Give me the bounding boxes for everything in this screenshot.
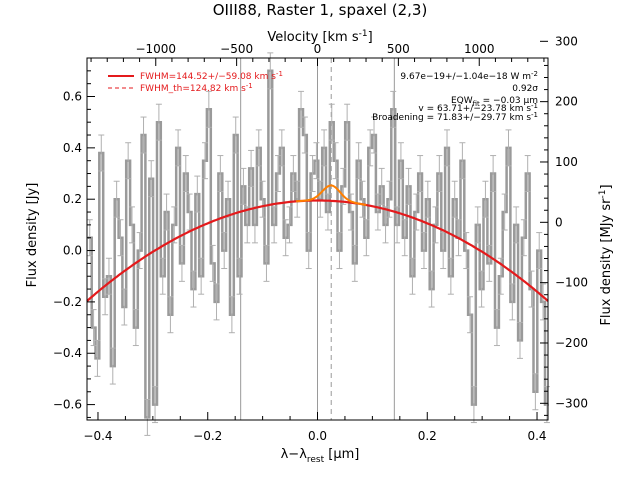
right-tick-label: 0: [555, 215, 563, 229]
top-tick-label: 500: [387, 42, 410, 56]
x-tick-label: −0.4: [83, 429, 112, 443]
legend: FWHM=144.52+/−59.08 km s-1 FWHM_th=124.8…: [108, 70, 283, 94]
top-tick-label: 0: [314, 42, 322, 56]
right-tick-label: −100: [555, 276, 588, 290]
y-tick-label: 0.0: [63, 244, 82, 258]
fit-curves: [86, 184, 549, 302]
annotation-line-flux: 9.67e−19+/−1.04e−18 W m-2: [400, 70, 538, 82]
y-axis-label: Flux density [Jy]: [25, 183, 40, 288]
right-axis-label: Flux density [MJy sr-1]: [598, 184, 614, 325]
axes: −0.4 −0.2 0.0 0.2 0.4 −0.6 −0.4 −0.2 0.0 0.2 0.4 0.…: [53, 34, 588, 443]
legend-entry-fwhm: FWHM=144.52+/−59.08 km s-1: [140, 70, 283, 82]
top-tick-label: −1000: [135, 42, 176, 56]
legend-entry-fwhm-th: FWHM_th=124.82 km s-1: [140, 82, 253, 94]
baseline-fit-curve: [86, 199, 549, 302]
right-tick-label: −200: [555, 336, 588, 350]
chart-title: OIII88, Raster 1, spaxel (2,3): [213, 1, 428, 19]
x-tick-label: 0.4: [527, 429, 546, 443]
y-tick-label: 0.6: [63, 90, 82, 104]
annotation-eqw: EQWfit = −0.03 μm: [451, 96, 538, 108]
y-tick-label: 0.4: [63, 141, 82, 155]
right-tick-label: 300: [555, 34, 578, 48]
right-tick-label: −300: [555, 396, 588, 410]
right-tick-label: 100: [555, 155, 578, 169]
x-tick-label: −0.2: [193, 429, 222, 443]
line-fit-curve: [295, 184, 367, 206]
top-axis-label: Velocity [km s-1]: [267, 29, 372, 45]
x-tick-label: 0.0: [308, 429, 327, 443]
annotation-broadening: Broadening = 71.83+/−29.77 km s-1: [372, 111, 538, 123]
y-tick-label: 0.2: [63, 192, 82, 206]
data-histogram: [87, 69, 549, 419]
annotation-significance: 0.92σ: [512, 84, 538, 94]
y-tick-label: −0.6: [53, 398, 82, 412]
annotation-velocity: v = 63.71+/−23.78 km s-1: [418, 102, 538, 114]
y-tick-label: −0.4: [53, 346, 82, 360]
right-tick-label: 200: [555, 95, 578, 109]
fit-annotations: 9.67e−19+/−1.04e−18 W m-2 0.92σ EQWfit =…: [372, 70, 538, 123]
x-axis-label: λ−λrest [μm]: [281, 447, 360, 465]
x-tick-label: 0.2: [418, 429, 437, 443]
top-tick-label: −500: [220, 42, 253, 56]
y-tick-label: −0.2: [53, 295, 82, 309]
top-tick-label: 1000: [464, 42, 495, 56]
